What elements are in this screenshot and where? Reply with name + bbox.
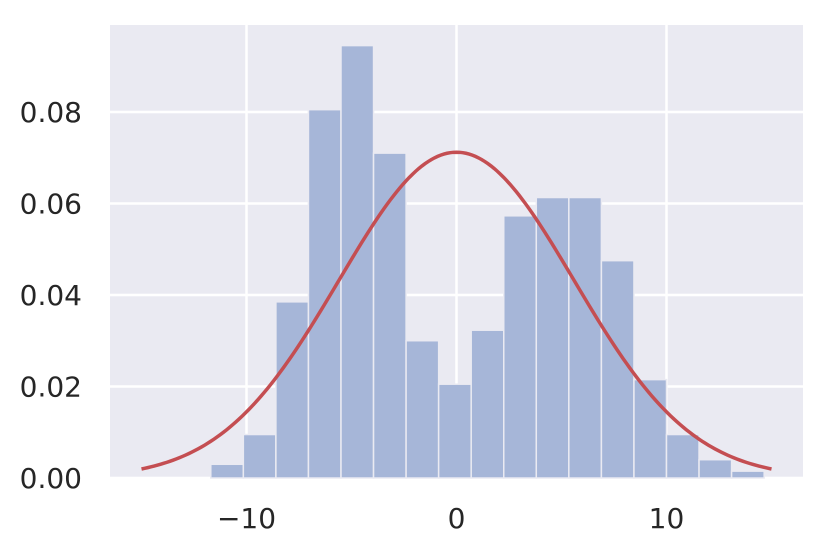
histogram-bar	[340, 44, 375, 479]
histogram-bar	[665, 433, 700, 479]
histogram-bar	[242, 433, 277, 479]
x-axis-ticks: −10 0 10	[217, 502, 684, 535]
y-tick-label: 0.08	[20, 96, 82, 129]
histogram-bars	[210, 44, 765, 479]
x-tick-label: −10	[217, 502, 276, 535]
histogram-bar	[372, 152, 407, 479]
histogram-bar	[730, 470, 765, 479]
y-axis-ticks: 0.00 0.02 0.04 0.06 0.08	[20, 96, 82, 495]
histogram-bar	[535, 196, 570, 479]
histogram-bar	[405, 339, 440, 479]
y-tick-label: 0.04	[20, 279, 82, 312]
histogram-bar	[568, 196, 603, 479]
y-tick-label: 0.02	[20, 370, 82, 403]
x-tick-label: 0	[448, 502, 466, 535]
histogram-bar	[437, 383, 472, 479]
histogram-bar	[600, 259, 635, 479]
histogram-bar	[698, 458, 733, 479]
histogram-bar	[503, 215, 538, 479]
histogram-bar	[470, 329, 505, 479]
histogram-bar	[210, 463, 245, 479]
y-tick-label: 0.06	[20, 187, 82, 220]
y-tick-label: 0.00	[20, 462, 82, 495]
density-curve	[141, 150, 772, 471]
histogram-bar	[275, 301, 310, 479]
histogram-bar	[307, 108, 342, 479]
x-tick-label: 10	[649, 502, 685, 535]
